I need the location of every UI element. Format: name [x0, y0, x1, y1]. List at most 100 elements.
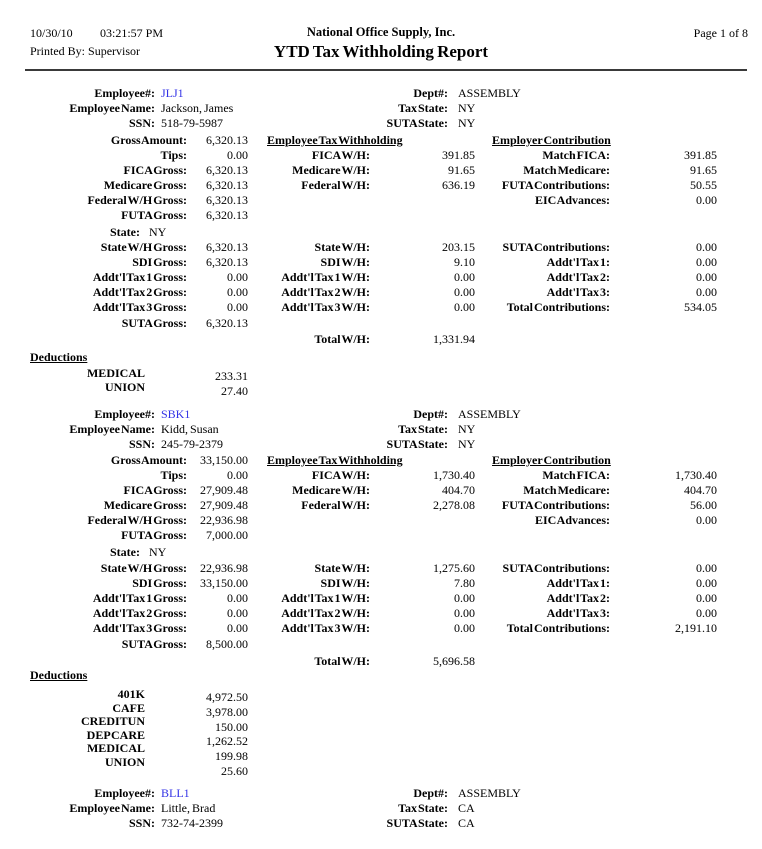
gross-row-value: 6,320.13: [206, 208, 248, 222]
header-divider: [25, 69, 747, 71]
state-wh-value: 0.00: [454, 285, 475, 299]
deduction-amounts: 233.31 27.40: [0, 369, 762, 399]
withholding-row-value: 91.65: [448, 163, 475, 177]
deduction-name: 401K: [117, 687, 145, 701]
state-contrib-value: 0.00: [696, 606, 717, 620]
gross-row: Federal W/H Gross: 6,320.13: [0, 193, 762, 208]
employee-withholding-column: Employee Tax Withholding FICA W/H: 391.85…: [0, 133, 762, 193]
suta-state-label: SUTA State:: [386, 437, 448, 451]
suta-gross-label: SUTA Gross:: [121, 637, 187, 651]
state-wh-label: Addt'l Tax 2 W/H:: [281, 606, 370, 620]
gross-row-value: 22,936.98: [200, 513, 248, 527]
state-wh-label: SDI W/H:: [320, 255, 370, 269]
withholding-row-label: Federal W/H:: [301, 498, 370, 512]
gross-row-label: Federal W/H Gross:: [87, 193, 187, 207]
withholding-row-label: FICA W/H:: [311, 468, 370, 482]
employee-number-link[interactable]: JLJ1: [161, 86, 184, 100]
gross-row-value: 6,320.13: [206, 163, 248, 177]
gross-row-value: 0.00: [227, 148, 248, 162]
gross-row-label: FICA Gross:: [123, 163, 187, 177]
gross-row: Gross Amount: 33,150.00: [0, 453, 762, 468]
deduction-amount: 25.60: [221, 763, 248, 778]
dept-value: ASSEMBLY: [458, 786, 521, 800]
suta-state-value: CA: [458, 816, 475, 830]
employee-section: Employee#: BLL1 Employee Name: Little, Bra…: [0, 786, 762, 846]
deduction-amount: 3,978.00: [206, 704, 248, 719]
state-gross-label: SDI Gross:: [132, 576, 187, 590]
state-label: State:: [110, 225, 140, 239]
state-grid: State W/H Gross: 22,936.98 State W/H: 1,275…: [0, 561, 762, 636]
report-date: 10/30/10: [30, 26, 73, 40]
employee-number-link[interactable]: SBK1: [161, 407, 191, 421]
deduction-amount-row: 199.98: [0, 749, 300, 764]
gross-row: FICA Gross: 27,909.48: [0, 483, 762, 498]
employee-number-link[interactable]: BLL1: [161, 786, 190, 800]
tax-state-label: Tax State:: [398, 101, 448, 115]
withholding-row: Medicare W/H: 91.65: [0, 163, 762, 178]
gross-row: FICA Gross: 6,320.13: [0, 163, 762, 178]
state-wh-value: 0.00: [454, 621, 475, 635]
contribution-row-label: EIC Advances:: [534, 513, 610, 527]
state-contrib-label: Addt'l Tax 2:: [546, 591, 610, 605]
state-wh-value: 9.10: [454, 255, 475, 269]
dept-label: Dept#:: [413, 407, 448, 421]
gross-row-label: Gross Amount:: [110, 453, 187, 467]
state-grid-row: Addt'l Tax 2 Gross: 0.00 Addt'l Tax 2 W/H:…: [0, 606, 762, 621]
state-wh-value: 0.00: [454, 270, 475, 284]
contribution-row-value: 50.55: [690, 178, 717, 192]
ssn-label: SSN:: [128, 116, 155, 130]
state-gross-value: 33,150.00: [200, 576, 248, 590]
gross-row: FUTA Gross: 6,320.13: [0, 208, 762, 223]
deduction-name-row: MEDICAL: [0, 366, 300, 380]
state-gross-label: State W/H Gross:: [100, 240, 187, 254]
state-wh-value: 0.00: [454, 606, 475, 620]
gross-row-value: 6,320.13: [206, 178, 248, 192]
gross-row: Medicare Gross: 6,320.13: [0, 178, 762, 193]
employee-withholding-header: Employee Tax Withholding: [267, 453, 403, 467]
deduction-amount: 150.00: [215, 719, 248, 734]
withholding-row-label: FICA W/H:: [311, 148, 370, 162]
employer-contribution-column: Employer Contribution Match FICA: 1,730.4…: [0, 453, 762, 528]
contribution-row-value: 56.00: [690, 498, 717, 512]
state-contrib-value: 0.00: [696, 270, 717, 284]
state-wh-label: State W/H:: [314, 240, 370, 254]
gross-column: Gross Amount: 6,320.13 Tips: 0.00 FICA Gro…: [0, 133, 762, 223]
contribution-row: FUTA Contributions: 50.55: [0, 178, 762, 193]
total-wh-label: Total W/H:: [314, 654, 370, 668]
employee-section: Employee#: JLJ1 Employee Name: Jackson, Ja…: [0, 86, 762, 398]
employer-contribution-header: Employer Contribution: [492, 133, 611, 147]
employee-info-right: Dept#: ASSEMBLY Tax State: CA SUTA State: C…: [0, 786, 762, 831]
deduction-name: DEP CARE: [86, 727, 145, 742]
deduction-name-row: UNION: [0, 755, 300, 769]
deduction-name-row: MEDICAL: [0, 741, 300, 755]
deduction-name: CAFE: [112, 700, 145, 715]
contribution-row: FUTA Contributions: 56.00: [0, 498, 762, 513]
suta-gross-label: SUTA Gross:: [121, 316, 187, 330]
employee-withholding-header: Employee Tax Withholding: [267, 133, 403, 147]
gross-row-label: Medicare Gross:: [103, 178, 187, 192]
dept-value: ASSEMBLY: [458, 86, 521, 100]
withholding-row-value: 636.19: [442, 178, 475, 192]
state-value: NY: [149, 225, 167, 239]
deduction-name-row: DEP CARE: [0, 728, 300, 742]
state-contrib-label: Addt'l Tax 1:: [546, 255, 610, 269]
employer-contribution-column: Employer Contribution Match FICA: 391.85 …: [0, 133, 762, 208]
deduction-name-row: CREDITUN: [0, 714, 300, 728]
contribution-row-value: 391.85: [684, 148, 717, 162]
contribution-row: EIC Advances: 0.00: [0, 513, 762, 528]
state-value: NY: [149, 545, 167, 559]
state-contrib-value: 0.00: [696, 576, 717, 590]
suta-gross-line: SUTA Gross: 8,500.00: [0, 637, 762, 652]
ssn-label: SSN:: [128, 816, 155, 830]
gross-row-label: FUTA Gross:: [121, 528, 187, 542]
state-label: State:: [110, 545, 140, 559]
gross-row-label: FICA Gross:: [123, 483, 187, 497]
state-wh-label: Addt'l Tax 3 W/H:: [281, 621, 370, 635]
deduction-name-row: CAFE: [0, 701, 300, 715]
state-gross-value: 0.00: [227, 300, 248, 314]
ssn-value: 518-79-5987: [161, 116, 223, 130]
report-time: 03:21:57 PM: [100, 26, 164, 40]
state-grid: State W/H Gross: 6,320.13 State W/H: 203.15…: [0, 240, 762, 315]
contribution-row: Match FICA: 1,730.40: [0, 468, 762, 483]
contribution-row-value: 91.65: [690, 163, 717, 177]
